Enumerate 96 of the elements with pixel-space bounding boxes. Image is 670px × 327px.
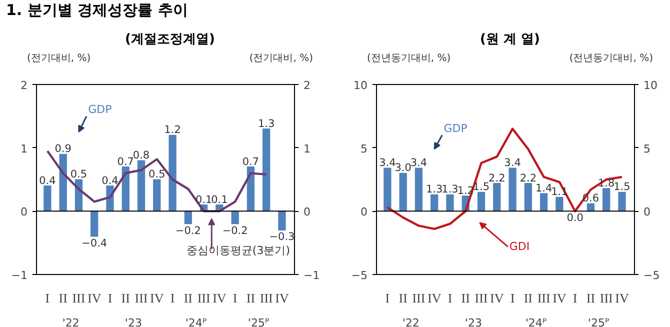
y2-tick-label: 5 <box>644 142 650 156</box>
data-label: 0.5 <box>148 168 166 180</box>
data-label: −0.2 <box>222 224 248 237</box>
x-tick-label: I <box>448 290 452 306</box>
data-label: 0.7 <box>242 156 260 168</box>
x-tick-label: III <box>600 290 613 306</box>
text: '24ᴾ <box>185 316 207 327</box>
data-label: 1.2 <box>164 124 181 136</box>
data-label: 1.4 <box>535 182 552 194</box>
x-tick-label: III <box>412 290 426 306</box>
x-tick-label: IV <box>427 290 442 306</box>
data-label: 1.8 <box>598 177 615 190</box>
x-tick-label: I <box>510 290 515 306</box>
x-tick-label: III <box>474 290 488 306</box>
data-label: 3.0 <box>394 162 412 174</box>
text: GDP <box>88 103 112 116</box>
text: '25ᴾ <box>588 316 610 327</box>
y-tick-label: 1 <box>20 142 28 156</box>
data-label: 3.4 <box>504 157 522 170</box>
x-tick-label: II <box>58 290 68 306</box>
x-tick-label: IV <box>615 290 630 306</box>
data-label: 2.2 <box>520 172 537 184</box>
y2-axis-title: (전기대비, %) <box>249 52 313 66</box>
data-label: 1.3 <box>442 184 458 196</box>
x-tick-label: I <box>170 290 175 306</box>
y-tick-label: 0 <box>360 206 368 219</box>
text: GDI <box>509 240 530 253</box>
x-tick-label: II <box>184 290 193 306</box>
y-axis-title: (전년동기대비, %) <box>367 52 451 66</box>
y2-axis-title: (전년동기대비, %) <box>569 52 653 66</box>
data-label: 1.5 <box>614 181 630 194</box>
y-axis-title: (전기대비, %) <box>27 52 91 66</box>
text: 중심이동평균(3분기) <box>186 244 290 257</box>
chart-title: (원 계 열) <box>479 31 541 49</box>
x-tick-label: II <box>398 290 408 306</box>
x-tick-label: I <box>385 290 390 306</box>
x-tick-label: IV <box>212 290 227 306</box>
text: '23 <box>464 316 482 327</box>
data-label: 3.4 <box>410 157 428 170</box>
x-tick-label: III <box>260 290 273 306</box>
data-label: 0.4 <box>39 174 56 187</box>
data-label: −0.4 <box>82 238 108 250</box>
y2-tick-label: −1 <box>304 269 320 282</box>
data-label: −0.3 <box>269 231 295 244</box>
text: '25ᴾ <box>248 316 270 327</box>
text: '22 <box>62 316 80 327</box>
chart-subtitle: (계절조정계열) <box>124 31 216 49</box>
y2-tick-label: 1 <box>304 142 310 156</box>
data-label: 1.3 <box>258 118 275 130</box>
y-tick-label: 2 <box>20 79 28 92</box>
data-label: 0.8 <box>132 150 150 162</box>
data-label: 0.9 <box>54 143 72 156</box>
chart-title: 1. 분기별 경제성장률 추이 <box>6 0 188 21</box>
data-label: 1.5 <box>472 181 490 194</box>
x-tick-label: III <box>197 290 210 306</box>
data-label: 0.1 <box>195 194 212 206</box>
x-tick-label: I <box>232 290 238 306</box>
x-tick-label: IV <box>275 290 290 306</box>
x-tick-label: IV <box>150 290 164 306</box>
y-tick-label: 0 <box>20 206 28 219</box>
y2-tick-label: 2 <box>304 79 310 92</box>
data-label: 0.0 <box>566 212 584 224</box>
data-label: 0.5 <box>70 168 88 180</box>
y-tick-label: −1 <box>11 269 28 282</box>
y-tick-label: 5 <box>360 142 368 156</box>
data-label: 3.4 <box>379 157 396 170</box>
y-tick-label: −5 <box>351 269 368 282</box>
x-tick-label: I <box>572 290 578 306</box>
y2-tick-label: 0 <box>644 206 650 219</box>
x-tick-label: IV <box>552 290 567 306</box>
x-tick-label: III <box>537 290 550 306</box>
data-label: 0.4 <box>102 174 119 187</box>
x-tick-label: I <box>45 290 50 306</box>
text: '22 <box>402 316 420 327</box>
y2-tick-label: 0 <box>304 206 310 219</box>
text: '23 <box>124 316 142 327</box>
x-tick-label: III <box>72 290 86 306</box>
text: GDP <box>444 122 468 136</box>
data-label: 1.3 <box>426 184 443 196</box>
data-label: 0.1 <box>211 194 228 206</box>
x-tick-label: II <box>246 290 256 306</box>
x-tick-label: II <box>121 290 130 306</box>
x-tick-label: II <box>524 290 533 306</box>
y2-tick-label: −5 <box>644 269 660 282</box>
data-label: 2.2 <box>488 172 506 184</box>
data-label: 0.7 <box>117 156 134 168</box>
x-tick-label: II <box>586 290 596 306</box>
x-tick-label: I <box>108 290 112 306</box>
text: '24ᴾ <box>525 316 547 327</box>
data-label: −0.2 <box>175 224 201 237</box>
y2-tick-label: 10 <box>644 79 658 92</box>
x-tick-label: II <box>461 290 470 306</box>
y-tick-label: 10 <box>354 79 368 92</box>
x-tick-label: IV <box>87 290 102 306</box>
x-tick-label: IV <box>490 290 504 306</box>
x-tick-label: III <box>134 290 148 306</box>
